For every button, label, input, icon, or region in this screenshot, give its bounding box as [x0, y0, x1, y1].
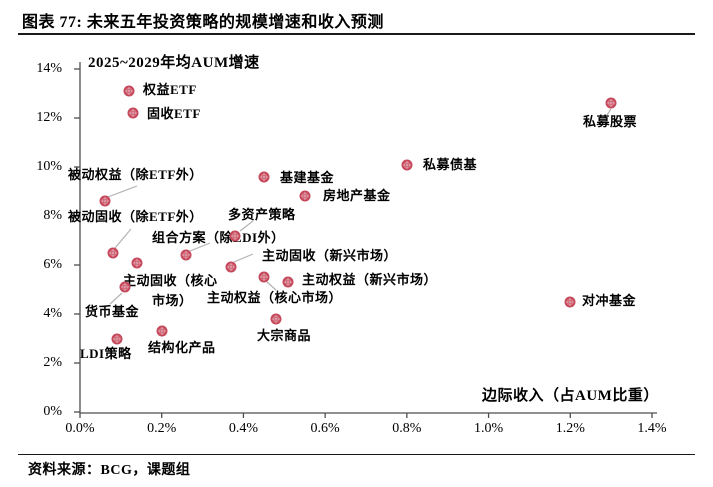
data-point-marker: [127, 107, 139, 119]
data-point-label: 主动权益（新兴市场）: [302, 272, 438, 287]
data-point-label: 被动固收（除ETF外）: [68, 209, 203, 224]
figure-title: 图表 77: 未来五年投资策略的规模增速和收入预测: [22, 14, 384, 31]
x-tick-label: 1.2%: [555, 421, 585, 436]
y-tick-label: 6%: [43, 257, 62, 272]
data-point-label: 权益ETF: [143, 82, 197, 97]
data-point-marker: [299, 190, 311, 202]
data-point-label: 对冲基金: [582, 293, 637, 308]
x-tick-label: 1.0%: [473, 421, 504, 436]
y-tick-label: 8%: [43, 208, 62, 223]
x-tick-label: 0.4%: [228, 421, 258, 436]
data-point-marker: [107, 247, 119, 259]
data-point-label: 结构化产品: [148, 340, 216, 355]
data-point-marker: [401, 159, 413, 171]
data-point-label: 大宗商品: [257, 328, 312, 343]
source-text: 资料来源：BCG，课题组: [28, 463, 191, 478]
y-tick-label: 4%: [43, 306, 62, 321]
leader-line: [606, 108, 612, 116]
data-point-marker: [99, 195, 110, 207]
leader-line: [114, 228, 132, 249]
leader-line: [233, 253, 254, 263]
data-point-label: 房地产基金: [323, 188, 391, 203]
data-point-marker: [229, 230, 241, 242]
x-tick-label: 0.0%: [65, 421, 95, 436]
data-point-label: 被动权益（除ETF外）: [68, 167, 203, 182]
data-point-marker: [156, 325, 168, 337]
data-point-marker: [282, 276, 294, 288]
data-point-label: 主动固收（新兴市场）: [262, 248, 398, 263]
data-point-marker: [258, 171, 270, 183]
y-tick-label: 0%: [43, 404, 62, 419]
data-point-label: 组合方案（除LDI外）: [152, 230, 285, 245]
data-point-label: 私募债基: [423, 157, 478, 172]
leader-line: [189, 242, 211, 252]
data-point-label: 基建基金: [280, 170, 335, 185]
leader-line: [109, 292, 123, 305]
y-tick-label: 12%: [36, 110, 62, 125]
data-point-label: 私募股票: [583, 114, 638, 129]
data-point-marker: [131, 257, 143, 269]
source-divider: [18, 454, 695, 455]
data-point-marker: [119, 281, 131, 293]
data-point-label: 主动固收（核心 市场）: [123, 273, 218, 308]
data-point-marker: [180, 249, 192, 261]
data-point-marker: [564, 296, 576, 308]
x-tick-label: 1.4%: [637, 421, 667, 436]
leader-line: [266, 281, 277, 291]
title-divider: [18, 33, 695, 35]
x-tick-label: 0.8%: [392, 421, 422, 436]
y-tick-label: 14%: [36, 61, 62, 76]
y-tick-label: 10%: [36, 159, 62, 174]
data-point-marker: [123, 85, 135, 97]
x-axis-label: 边际收入（占AUM比重）: [482, 388, 659, 404]
data-point-label: 主动权益（核心市场）: [207, 290, 343, 305]
data-point-marker: [111, 333, 123, 344]
leader-line: [239, 220, 254, 232]
data-point-label: 固收ETF: [147, 106, 201, 121]
x-tick-label: 0.6%: [310, 421, 340, 436]
data-point-label: LDI策略: [80, 346, 132, 361]
y-tick-label: 2%: [43, 355, 62, 370]
data-point-label: 货币基金: [85, 304, 140, 319]
data-point-marker: [225, 261, 237, 273]
data-point-marker: [270, 313, 282, 325]
x-tick-label: 0.2%: [147, 421, 177, 436]
data-point-marker: [258, 271, 270, 283]
data-point-label: 多资产策略: [228, 207, 296, 222]
leader-line: [107, 185, 138, 198]
data-point-marker: [605, 97, 617, 109]
y-axis-title: 2025~2029年均AUM增速: [88, 55, 260, 71]
